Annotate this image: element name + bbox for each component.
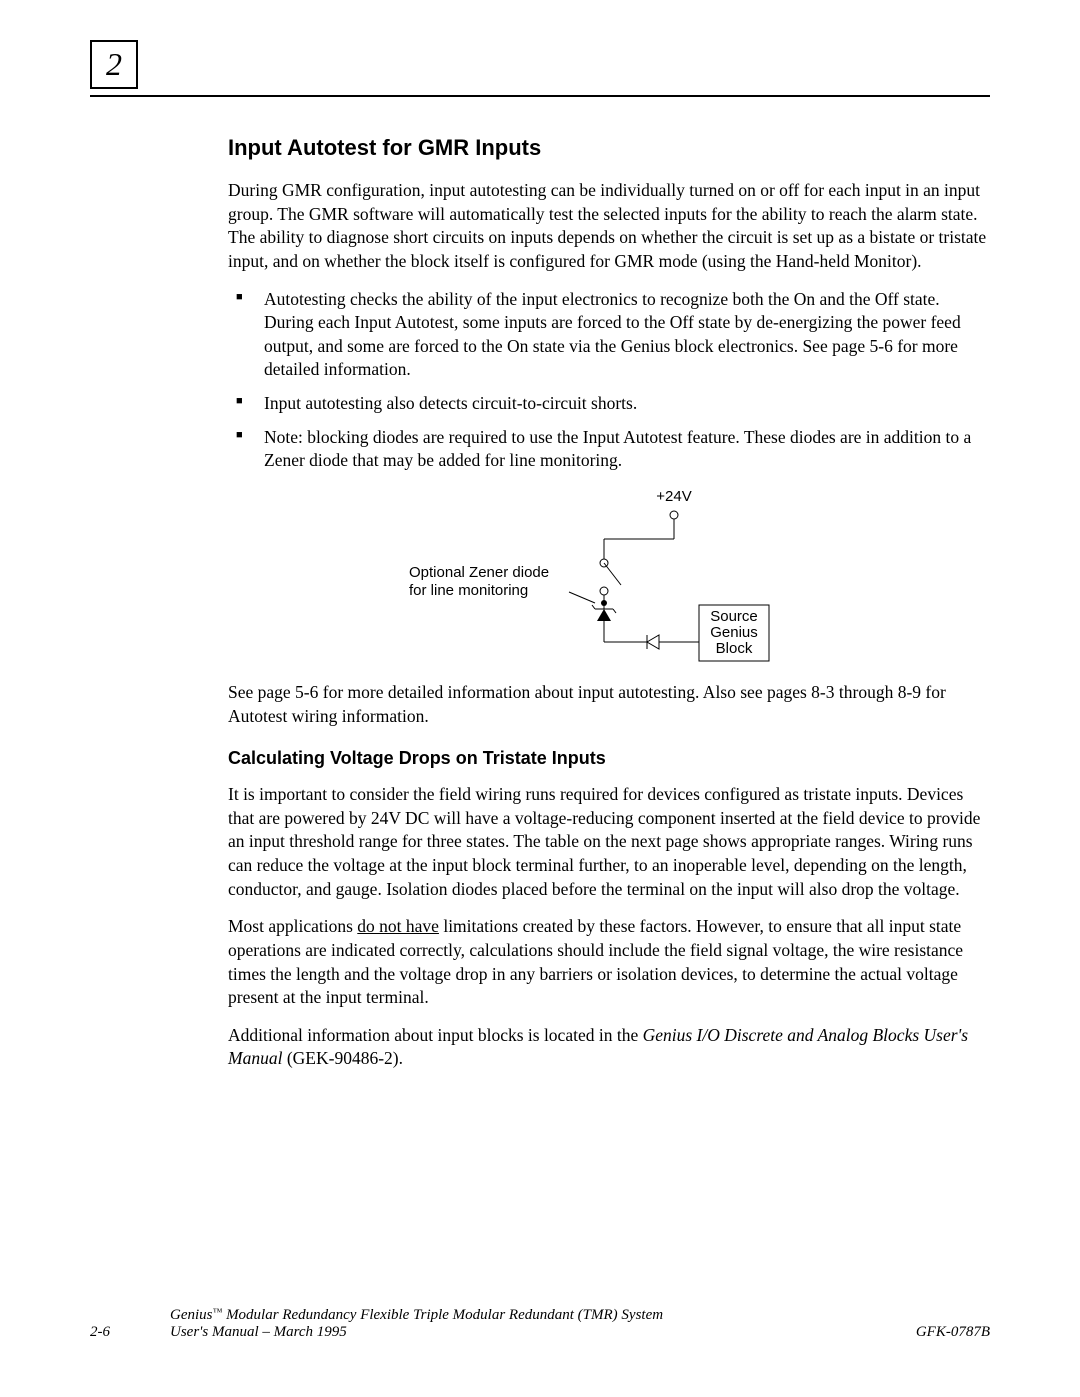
bullet-item: Input autotesting also detects circuit-t…: [228, 392, 990, 416]
bullet-item: Autotesting checks the ability of the in…: [228, 288, 990, 383]
text: Most applications: [228, 916, 357, 936]
page-number: 2-6: [90, 1324, 110, 1341]
voltage-paragraph-2: Most applications do not have limitation…: [228, 915, 990, 1010]
switch-arm: [604, 563, 621, 585]
circuit-svg: +24V: [399, 487, 819, 667]
heading-input-autotest: Input Autotest for GMR Inputs: [228, 135, 990, 161]
zener-label: Optional Zener diode: [409, 564, 549, 581]
intro-paragraph: During GMR configuration, input autotest…: [228, 179, 990, 274]
zener-diode-icon: [597, 609, 611, 621]
underlined-text: do not have: [357, 916, 439, 936]
bullet-list: Autotesting checks the ability of the in…: [228, 288, 990, 473]
zener-tail: [613, 609, 616, 613]
diode-icon: [647, 635, 659, 649]
trademark-symbol: ™: [213, 1307, 223, 1318]
switch-terminal-icon: [600, 587, 608, 595]
text: (GEK-90486-2).: [282, 1048, 403, 1068]
chapter-number-box: 2: [90, 40, 138, 89]
pointer-line: [569, 592, 595, 603]
footer-title: Genius™ Modular Redundancy Flexible Trip…: [170, 1307, 916, 1341]
text: User's Manual – March 1995: [170, 1324, 347, 1340]
bullet-item: Note: blocking diodes are required to us…: [228, 426, 990, 473]
text: Additional information about input block…: [228, 1025, 643, 1045]
main-content: Input Autotest for GMR Inputs During GMR…: [228, 135, 990, 1085]
box-label: Source: [710, 608, 758, 625]
see-page-paragraph: See page 5-6 for more detailed informati…: [228, 681, 990, 728]
doc-code: GFK-0787B: [916, 1324, 990, 1341]
circuit-diagram: +24V: [228, 487, 990, 667]
label-24v: +24V: [656, 488, 691, 505]
voltage-paragraph-1: It is important to consider the field wi…: [228, 783, 990, 901]
page-footer: 2-6 Genius™ Modular Redundancy Flexible …: [90, 1307, 990, 1341]
text: Modular Redundancy Flexible Triple Modul…: [222, 1307, 663, 1323]
terminal-icon: [670, 511, 678, 519]
zener-label: for line monitoring: [409, 582, 528, 599]
horizontal-rule: [90, 95, 990, 97]
box-label: Genius: [710, 624, 758, 641]
page: 2 Input Autotest for GMR Inputs During G…: [0, 0, 1080, 1397]
box-label: Block: [716, 640, 753, 657]
heading-voltage-drops: Calculating Voltage Drops on Tristate In…: [228, 748, 990, 769]
chapter-number: 2: [106, 46, 122, 82]
zener-tail: [592, 605, 595, 609]
additional-info-paragraph: Additional information about input block…: [228, 1024, 990, 1071]
text: Genius: [170, 1307, 213, 1323]
